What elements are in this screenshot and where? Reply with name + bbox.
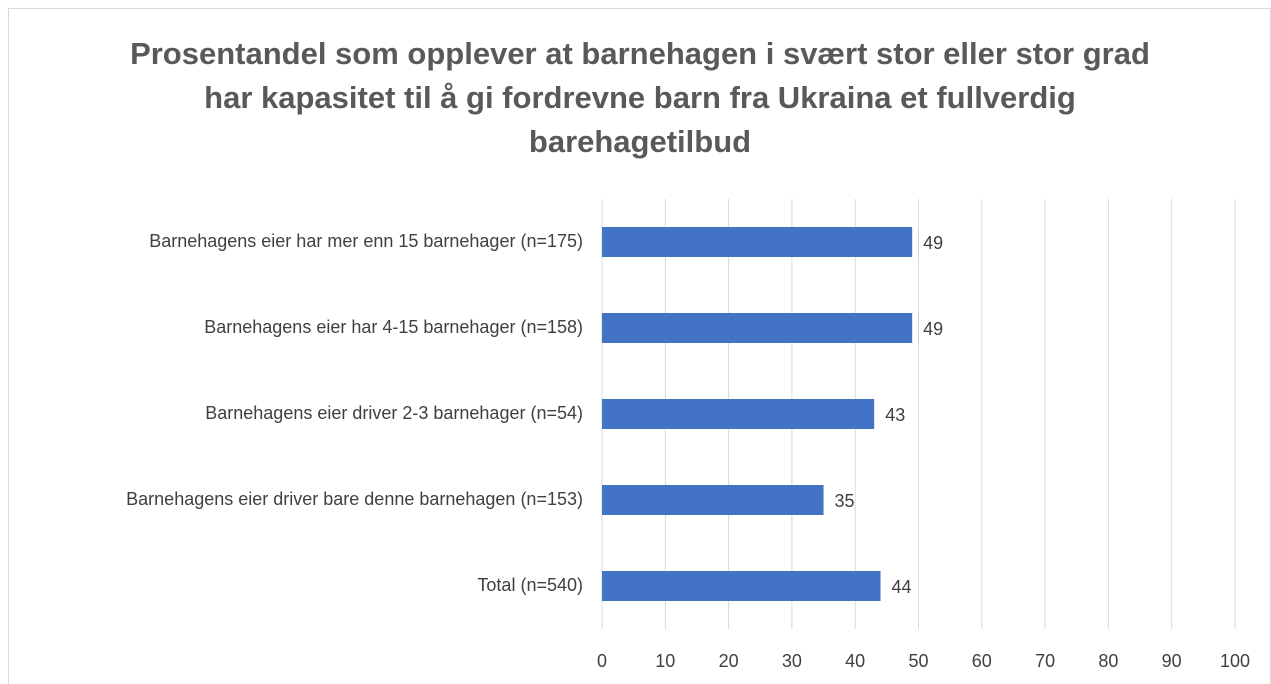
y-tick-label: Barnehagens eier driver bare denne barne… [126, 489, 583, 509]
y-tick-label: Barnehagens eier driver 2-3 barnehager (… [205, 403, 583, 423]
data-label: 49 [923, 319, 943, 339]
data-label: 43 [885, 405, 905, 425]
y-tick-label: Barnehagens eier har mer enn 15 barnehag… [149, 231, 583, 251]
y-tick-label: Total (n=540) [477, 575, 583, 595]
x-tick-label: 90 [1162, 651, 1182, 671]
x-tick-label: 40 [845, 651, 865, 671]
x-tick-label: 0 [597, 651, 607, 671]
x-tick-label: 50 [908, 651, 928, 671]
x-tick-label: 80 [1098, 651, 1118, 671]
x-tick-label: 20 [719, 651, 739, 671]
chart-title: Prosentandel som opplever at barnehagen … [130, 36, 1150, 159]
x-tick-label: 60 [972, 651, 992, 671]
data-label: 44 [892, 577, 912, 597]
bar [602, 313, 913, 343]
data-label: 49 [923, 233, 943, 253]
x-tick-label: 70 [1035, 651, 1055, 671]
x-tick-label: 30 [782, 651, 802, 671]
x-tick-label: 100 [1220, 651, 1250, 671]
data-label: 35 [835, 491, 855, 511]
bar [602, 399, 875, 429]
bar [602, 485, 824, 515]
bar [602, 571, 881, 601]
x-tick-label: 10 [655, 651, 675, 671]
bar [602, 227, 913, 257]
y-tick-label: Barnehagens eier har 4-15 barnehager (n=… [204, 317, 583, 337]
